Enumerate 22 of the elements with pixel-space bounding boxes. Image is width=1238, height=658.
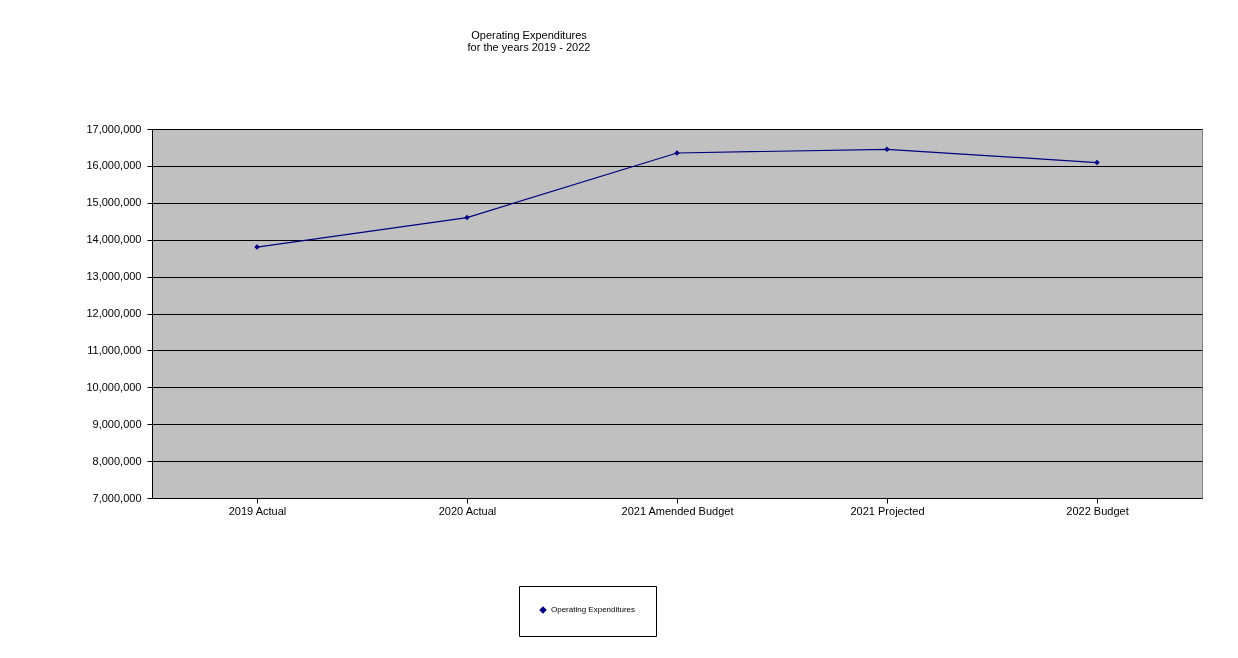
y-tick-label: 12,000,000	[86, 307, 142, 319]
x-tick-label: 2021 Projected	[850, 504, 925, 517]
point	[464, 214, 470, 221]
legend-label: Operating Expenditures	[551, 605, 636, 614]
y-tick-label: 11,000,000	[87, 343, 142, 356]
y-tick-label: 15,000,000	[86, 196, 142, 209]
x-tick-label: 2020 Actual	[438, 504, 497, 517]
chart-title: Operating Expenditures	[471, 29, 588, 41]
y-tick-label: 17,000,000	[86, 122, 142, 135]
point	[1094, 159, 1100, 166]
y-tick-label: 16,000,000	[86, 159, 142, 172]
chart-subtitle: for the years 2019 - 2022	[467, 41, 591, 53]
y-tick-label: 8,000,000	[92, 454, 142, 467]
y-tick-label: 14,000,000	[86, 233, 142, 246]
x-tick-label: 2021 Amended Budget	[621, 504, 734, 517]
point	[884, 146, 890, 153]
y-tick-label: 9,000,000	[92, 417, 142, 430]
x-tick-label: 2022 Budget	[1066, 504, 1129, 517]
y-tick-label: 10,000,000	[86, 380, 142, 393]
y-tick-label: 13,000,000	[86, 270, 142, 283]
y-tick-label: 7,000,000	[92, 491, 142, 504]
x-tick-label: 2019 Actual	[228, 504, 287, 517]
